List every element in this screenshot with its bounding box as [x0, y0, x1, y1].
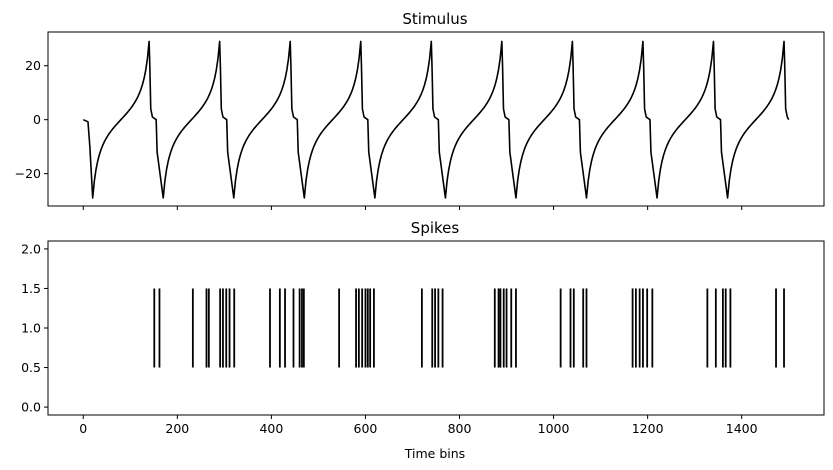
y-tick-label: 20: [25, 58, 41, 73]
spikes-y-ticks: 0.0 0.5 1.0 1.5 2.0: [21, 241, 48, 415]
spike-raster: [153, 288, 785, 368]
y-tick-label: 1.0: [21, 321, 41, 336]
y-tick-label: 1.5: [21, 281, 41, 296]
y-tick-label: 2.0: [21, 241, 41, 256]
x-tick-label: 400: [259, 421, 283, 436]
stimulus-panel: Stimulus −20 0 20: [15, 10, 825, 210]
y-tick-label: 0.5: [21, 360, 41, 375]
y-tick-label: −20: [15, 166, 41, 181]
x-tick-label: 1200: [632, 421, 664, 436]
stimulus-y-ticks: −20 0 20: [15, 58, 48, 181]
spikes-panel: Spikes 0 200 400 600 800 1000 1200 1400 0.0 0.5 1…: [21, 219, 825, 461]
x-tick-label: 0: [79, 421, 87, 436]
spikes-x-ticks: 0 200 400 600 800 1000 1200 1400: [79, 415, 758, 436]
stimulus-line: [82, 40, 790, 199]
x-tick-label: 1400: [726, 421, 758, 436]
x-tick-label: 600: [354, 421, 378, 436]
spikes-x-axis-label: Time bins: [404, 446, 465, 461]
stimulus-x-ticks: [82, 206, 743, 210]
stimulus-axes-frame: [47, 31, 825, 207]
x-tick-label: 1000: [538, 421, 570, 436]
y-tick-label: 0.0: [21, 400, 41, 415]
y-tick-label: 0: [33, 112, 41, 127]
x-tick-label: 200: [165, 421, 189, 436]
stimulus-series: [82, 40, 790, 199]
stimulus-title: Stimulus: [402, 10, 467, 28]
x-tick-label: 800: [448, 421, 472, 436]
spikes-title: Spikes: [411, 219, 460, 237]
